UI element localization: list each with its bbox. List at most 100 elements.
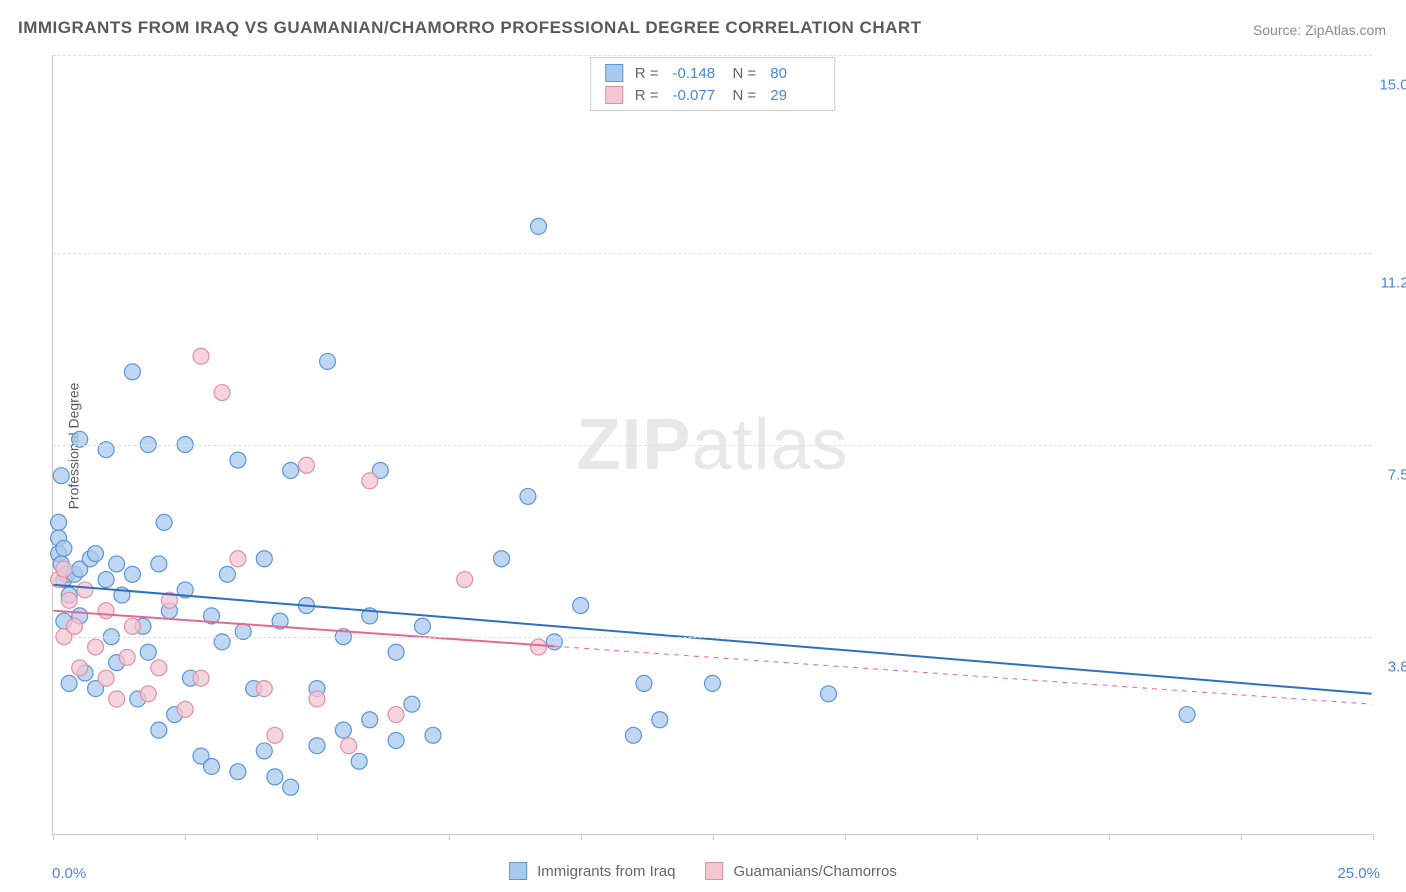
- data-point-iraq: [53, 468, 69, 484]
- n-value-guam: 29: [770, 87, 820, 104]
- legend-item-guam: Guamanians/Chamorros: [705, 862, 896, 880]
- data-point-iraq: [309, 738, 325, 754]
- data-point-iraq: [425, 727, 441, 743]
- data-point-guam: [124, 618, 140, 634]
- grid-line: [53, 55, 1372, 56]
- legend-series: Immigrants from Iraq Guamanians/Chamorro…: [509, 862, 897, 880]
- data-point-iraq: [283, 779, 299, 795]
- x-tick: [977, 834, 978, 840]
- n-label: N =: [733, 65, 757, 82]
- n-label: N =: [733, 87, 757, 104]
- data-point-iraq: [362, 712, 378, 728]
- r-value-guam: -0.077: [673, 87, 723, 104]
- n-value-iraq: 80: [770, 65, 820, 82]
- data-point-guam: [341, 738, 357, 754]
- x-tick: [1241, 834, 1242, 840]
- data-point-guam: [530, 639, 546, 655]
- y-tick-label: 11.2%: [1362, 274, 1406, 291]
- data-point-guam: [61, 592, 77, 608]
- data-point-guam: [309, 691, 325, 707]
- data-point-iraq: [267, 769, 283, 785]
- data-point-iraq: [335, 722, 351, 738]
- regression-line-dashed-guam: [554, 646, 1371, 704]
- data-point-iraq: [256, 743, 272, 759]
- legend-label-guam: Guamanians/Chamorros: [733, 863, 896, 880]
- swatch-iraq-icon: [509, 862, 527, 880]
- grid-line: [53, 445, 1372, 446]
- legend-row-iraq: R = -0.148 N = 80: [605, 62, 821, 84]
- data-point-guam: [457, 572, 473, 588]
- swatch-guam-icon: [705, 862, 723, 880]
- data-point-iraq: [230, 452, 246, 468]
- data-point-guam: [77, 582, 93, 598]
- data-point-guam: [193, 670, 209, 686]
- data-point-iraq: [140, 644, 156, 660]
- grid-line: [53, 253, 1372, 254]
- r-label: R =: [635, 65, 659, 82]
- data-point-iraq: [204, 758, 220, 774]
- data-point-guam: [56, 561, 72, 577]
- y-tick-label: 7.5%: [1362, 467, 1406, 484]
- data-point-iraq: [214, 634, 230, 650]
- data-point-iraq: [151, 722, 167, 738]
- y-tick-label: 15.0%: [1362, 77, 1406, 94]
- x-max-label: 25.0%: [1337, 865, 1380, 882]
- data-point-iraq: [494, 551, 510, 567]
- legend-correlation: R = -0.148 N = 80 R = -0.077 N = 29: [590, 57, 836, 111]
- x-min-label: 0.0%: [52, 865, 86, 882]
- x-tick: [581, 834, 582, 840]
- data-point-iraq: [88, 546, 104, 562]
- data-point-iraq: [230, 764, 246, 780]
- data-point-iraq: [61, 675, 77, 691]
- data-point-guam: [140, 686, 156, 702]
- data-point-iraq: [652, 712, 668, 728]
- data-point-guam: [177, 701, 193, 717]
- chart-title: IMMIGRANTS FROM IRAQ VS GUAMANIAN/CHAMOR…: [18, 18, 922, 38]
- x-tick: [317, 834, 318, 840]
- x-tick: [449, 834, 450, 840]
- grid-line: [53, 637, 1372, 638]
- data-point-iraq: [414, 618, 430, 634]
- legend-item-iraq: Immigrants from Iraq: [509, 862, 675, 880]
- data-point-iraq: [256, 551, 272, 567]
- data-point-guam: [362, 473, 378, 489]
- data-point-guam: [230, 551, 246, 567]
- data-point-iraq: [520, 488, 536, 504]
- data-point-iraq: [573, 598, 589, 614]
- data-point-iraq: [1179, 707, 1195, 723]
- data-point-guam: [298, 457, 314, 473]
- data-point-guam: [98, 603, 114, 619]
- swatch-iraq: [605, 64, 623, 82]
- legend-row-guam: R = -0.077 N = 29: [605, 84, 821, 106]
- x-tick: [1109, 834, 1110, 840]
- x-tick: [713, 834, 714, 840]
- data-point-iraq: [705, 675, 721, 691]
- data-point-iraq: [98, 572, 114, 588]
- data-point-guam: [256, 681, 272, 697]
- data-point-iraq: [124, 364, 140, 380]
- r-label: R =: [635, 87, 659, 104]
- x-tick: [845, 834, 846, 840]
- data-point-iraq: [404, 696, 420, 712]
- data-point-iraq: [320, 353, 336, 369]
- x-tick: [53, 834, 54, 840]
- y-tick-label: 3.8%: [1362, 659, 1406, 676]
- legend-label-iraq: Immigrants from Iraq: [537, 863, 675, 880]
- data-point-guam: [72, 660, 88, 676]
- swatch-guam: [605, 86, 623, 104]
- data-point-guam: [119, 649, 135, 665]
- data-point-guam: [88, 639, 104, 655]
- data-point-iraq: [124, 566, 140, 582]
- data-point-iraq: [51, 514, 67, 530]
- data-point-iraq: [56, 540, 72, 556]
- data-point-iraq: [283, 462, 299, 478]
- plot-area: ZIPatlas R = -0.148 N = 80 R = -0.077 N …: [52, 55, 1372, 835]
- source-attribution: Source: ZipAtlas.com: [1253, 22, 1386, 38]
- data-point-iraq: [388, 733, 404, 749]
- data-point-guam: [66, 618, 82, 634]
- x-tick: [185, 834, 186, 840]
- data-point-iraq: [530, 218, 546, 234]
- data-point-iraq: [219, 566, 235, 582]
- data-point-iraq: [351, 753, 367, 769]
- data-point-guam: [151, 660, 167, 676]
